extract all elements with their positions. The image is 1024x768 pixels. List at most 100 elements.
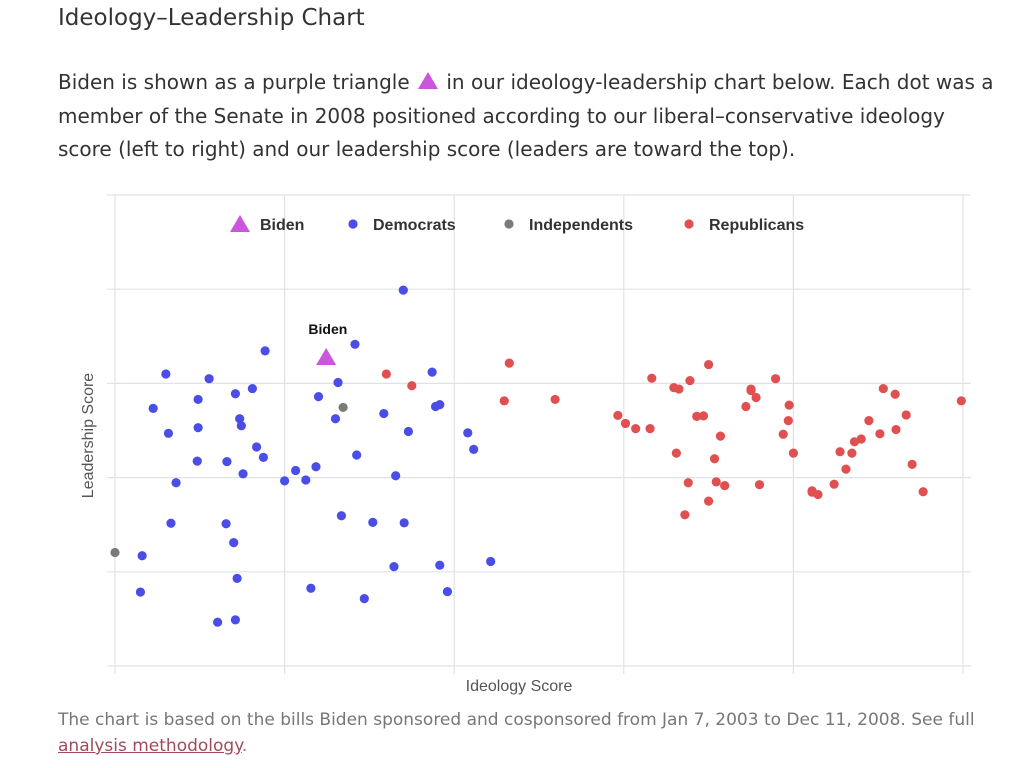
democrats-point[interactable] [403,426,414,437]
republicans-point[interactable] [783,416,793,426]
democrats-point[interactable] [213,617,223,627]
democrats-point[interactable] [192,456,202,466]
democrats-point[interactable] [352,450,362,460]
biden-point[interactable] [316,348,337,366]
democrats-point[interactable] [398,285,408,295]
republicans-point[interactable] [751,392,761,403]
republicans-point[interactable] [720,481,730,491]
democrats-point[interactable] [193,423,203,433]
republicans-point[interactable] [680,510,690,520]
republicans-point[interactable] [669,383,679,393]
republicans-point[interactable] [613,410,623,421]
republicans-point[interactable] [956,396,966,406]
democrats-point[interactable] [232,573,242,583]
republicans-point[interactable] [741,401,751,412]
democrats-point[interactable] [135,587,146,597]
democrats-point[interactable] [137,551,147,561]
republicans-point[interactable] [631,424,641,434]
republicans-point[interactable] [835,447,845,457]
democrats-point[interactable] [368,517,378,527]
democrats-point[interactable] [427,367,437,377]
democrats-point[interactable] [469,444,479,454]
democrats-point[interactable] [389,562,399,572]
democrats-point[interactable] [330,414,341,424]
democrats-point[interactable] [280,476,290,486]
democrats-point[interactable] [430,401,441,412]
democrats-point[interactable] [230,615,241,625]
republicans-point[interactable] [647,373,657,383]
republicans-point[interactable] [788,448,799,458]
democrats-point[interactable] [359,594,369,604]
republicans-point[interactable] [754,480,765,490]
democrats-point[interactable] [463,428,473,438]
republicans-point[interactable] [770,374,781,384]
republicans-point[interactable] [504,358,514,368]
republicans-point[interactable] [847,448,857,458]
republicans-point[interactable] [918,487,928,497]
republicans-point[interactable] [381,369,391,379]
democrats-point[interactable] [336,511,347,521]
republicans-point[interactable] [891,424,901,435]
republicans-point[interactable] [620,418,631,429]
republicans-point[interactable] [784,400,794,410]
democrats-point[interactable] [442,586,453,597]
republicans-point[interactable] [856,434,866,444]
republicans-point[interactable] [746,384,756,394]
democrats-point[interactable] [252,442,262,452]
republicans-point[interactable] [711,477,721,487]
democrats-point[interactable] [391,471,401,481]
republicans-point[interactable] [875,429,885,439]
republicans-point[interactable] [715,431,726,441]
independents-point[interactable] [110,547,120,558]
republicans-point[interactable] [901,410,911,420]
democrats-point[interactable] [161,369,171,379]
democrats-point[interactable] [229,537,239,548]
democrats-point[interactable] [236,421,246,431]
republicans-point[interactable] [907,459,917,470]
republicans-point[interactable] [550,394,560,405]
republicans-point[interactable] [683,478,693,488]
democrats-point[interactable] [260,346,270,356]
democrats-point[interactable] [306,583,316,593]
republicans-point[interactable] [864,416,874,426]
republicans-point[interactable] [698,411,709,421]
republicans-point[interactable] [685,375,695,386]
democrats-point[interactable] [379,408,389,419]
democrats-point[interactable] [258,452,268,462]
democrats-point[interactable] [230,389,241,399]
democrats-point[interactable] [301,475,311,485]
republicans-point[interactable] [841,464,851,474]
republicans-point[interactable] [778,429,788,439]
republicans-point[interactable] [878,383,888,394]
analysis-methodology-link[interactable]: analysis methodology [58,736,242,756]
republicans-point[interactable] [829,479,839,489]
republicans-point[interactable] [692,411,702,421]
democrats-point[interactable] [311,462,321,472]
democrats-point[interactable] [291,465,301,476]
democrats-point[interactable] [166,518,176,528]
republicans-point[interactable] [671,448,681,458]
democrats-point[interactable] [193,394,203,405]
democrats-point[interactable] [333,377,343,388]
republicans-point[interactable] [704,359,714,370]
democrats-point[interactable] [350,339,360,349]
republicans-point[interactable] [890,389,900,399]
republicans-point[interactable] [704,496,714,506]
independents-point[interactable] [338,402,348,413]
democrats-point[interactable] [204,374,214,384]
democrats-point[interactable] [486,556,496,567]
democrats-point[interactable] [435,560,445,570]
democrats-point[interactable] [148,403,158,413]
democrats-point[interactable] [313,391,324,402]
democrats-point[interactable] [171,478,181,488]
democrats-point[interactable] [238,469,248,479]
republicans-point[interactable] [499,396,509,406]
democrats-point[interactable] [399,518,409,528]
democrats-point[interactable] [235,414,245,424]
republicans-point[interactable] [407,381,417,391]
republicans-point[interactable] [813,489,823,500]
democrats-point[interactable] [247,383,257,394]
republicans-point[interactable] [709,454,720,464]
democrats-point[interactable] [222,456,232,467]
democrats-point[interactable] [221,519,231,529]
